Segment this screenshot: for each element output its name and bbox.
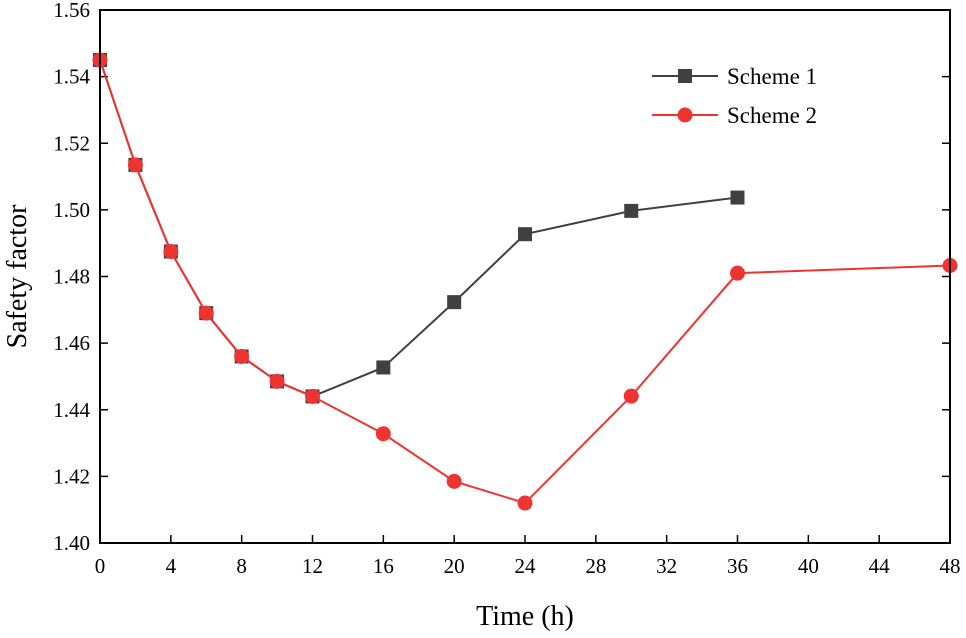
scheme-2-point (517, 495, 533, 511)
x-tick-label: 16 (373, 554, 394, 578)
y-tick-label: 1.48 (53, 265, 90, 289)
y-tick-label: 1.46 (53, 331, 90, 355)
x-tick-label: 4 (166, 554, 177, 578)
y-axis-title: Safety factor (2, 204, 33, 348)
y-tick-label: 1.56 (53, 0, 90, 22)
scheme-1-point (518, 227, 532, 242)
legend-label: Scheme 1 (727, 64, 817, 89)
series-2 (92, 52, 958, 511)
scheme-2-point (446, 473, 462, 489)
y-tick-label: 1.52 (53, 131, 90, 155)
scheme-2-point (269, 373, 285, 389)
scheme-1-point (447, 295, 462, 310)
scheme-2-point (305, 388, 320, 404)
scheme-1-point (678, 69, 692, 83)
x-tick-label: 44 (869, 554, 891, 578)
series-layer (92, 52, 958, 511)
y-tick-label: 1.42 (53, 464, 90, 488)
x-tick-label: 48 (940, 554, 961, 578)
x-tick-label: 8 (236, 554, 247, 578)
scheme-2-point (163, 244, 179, 260)
x-tick-label: 28 (585, 554, 606, 578)
x-tick-label: 0 (95, 554, 106, 578)
legend: Scheme 1 Scheme 2 (652, 64, 817, 128)
x-tick-label: 24 (515, 554, 537, 578)
scheme-2-point (375, 426, 391, 442)
scheme-1-point (730, 190, 745, 205)
x-tick-label: 36 (727, 554, 748, 578)
y-axis-ticks: 1.40 1.42 1.44 1.46 1.48 1.50 1.52 1.54 1.56 (53, 0, 950, 555)
scheme-2-point (198, 305, 214, 321)
scheme-2-point (730, 265, 745, 281)
x-axis-title: Time (h) (476, 601, 574, 632)
x-tick-label: 20 (444, 554, 465, 578)
scheme-2-point (677, 107, 693, 123)
plot-frame (99, 9, 951, 544)
x-tick-label: 32 (656, 554, 677, 578)
series-1 (93, 52, 745, 404)
y-tick-label: 1.44 (53, 398, 90, 422)
x-tick-label: 12 (302, 554, 323, 578)
legend-label: Scheme 2 (727, 103, 817, 128)
y-tick-label: 1.40 (53, 531, 90, 555)
scheme-2-point (127, 157, 143, 173)
scheme-2-point (234, 348, 250, 364)
y-tick-label: 1.54 (53, 65, 90, 89)
x-tick-label: 40 (798, 554, 819, 578)
scheme-1-point (376, 360, 391, 375)
y-tick-label: 1.50 (53, 198, 90, 222)
scheme-2-point (623, 388, 639, 404)
x-axis-ticks: 0 4 8 12 16 20 24 28 32 36 40 44 48 (95, 535, 961, 578)
series-2-line (99, 59, 951, 505)
series-1-line (99, 59, 738, 398)
scheme-1-point (624, 203, 639, 218)
